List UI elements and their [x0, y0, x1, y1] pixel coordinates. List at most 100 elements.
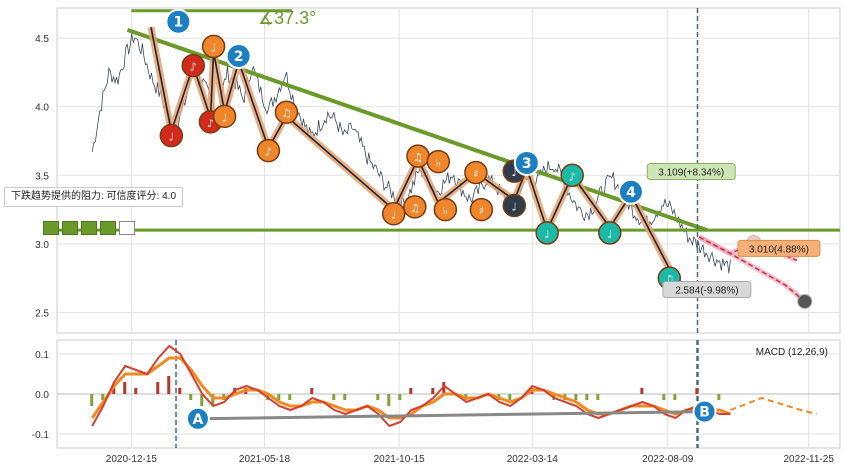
annotation-label: 3.010(4.88%) [749, 244, 809, 255]
note-marker [274, 100, 299, 124]
projection-marker [797, 293, 813, 309]
wave-label-badge [165, 8, 192, 35]
note-symbol: ♪ [569, 170, 576, 183]
x-tick-label: 2022-03-14 [507, 454, 559, 465]
macd-bar [101, 394, 105, 400]
note-symbol: ♩ [222, 111, 227, 124]
wave-label: 4 [626, 185, 636, 201]
resistance-label: 下跌趋势提供的阻力: 可信度评分: 4.0 [11, 191, 177, 202]
note-symbol: ♩ [169, 131, 174, 144]
note-symbol: ♪ [265, 146, 272, 159]
x-tick-label: 2020-12-15 [106, 454, 158, 465]
note-marker [535, 221, 559, 245]
macd-bar [167, 376, 171, 394]
price-panel: 2.5 3.0 3.5 4.0 4.5 ♩ ♪ ♪ ♩ ♩ ♫ ♪ ♫ ♭ ♯ ♩ ♪ ♩ ♩ ♩ ♩ ♫ ♭ ♯ ♫ 1 2 3 4 3… [35, 7, 841, 334]
macd-bar [640, 388, 644, 394]
note-symbol: ♫ [281, 107, 291, 120]
macd-title: MACD (12,26,9) [756, 347, 828, 358]
annotation-box [646, 163, 736, 181]
y-tick-label: 2.5 [35, 308, 49, 319]
x-tick-label: 2021-10-15 [374, 454, 426, 465]
macd-bar [343, 394, 347, 400]
macd-bar [387, 394, 391, 406]
chart-icon[interactable] [100, 221, 116, 235]
macd-bar [200, 394, 204, 406]
projection-line-low [698, 236, 806, 303]
note-marker [256, 138, 281, 163]
wave-label-badge [513, 149, 540, 176]
note-marker [560, 163, 584, 188]
chart-icon[interactable] [62, 221, 78, 235]
note-symbol: ♫ [664, 273, 674, 286]
macd-bar [673, 394, 677, 400]
note-marker [181, 53, 205, 78]
macd-bar [189, 394, 193, 400]
macd-projection [730, 396, 817, 415]
macd-bar [332, 394, 336, 400]
divergence-label: B [699, 405, 710, 421]
wave-label-badge [617, 178, 644, 205]
macd-dif-line [91, 344, 731, 428]
table-icon[interactable] [119, 221, 135, 235]
x-tick-label: 2022-11-25 [783, 454, 834, 465]
macd-bar [508, 394, 512, 400]
divergence-label: A [193, 412, 204, 428]
note-symbol: ♩ [607, 228, 612, 241]
macd-bar [409, 388, 413, 394]
y-tick-label: 4.0 [35, 103, 49, 114]
note-marker [403, 195, 427, 219]
divergence-badge [692, 399, 717, 424]
macd-bar [310, 388, 314, 394]
macd-bar [585, 394, 589, 400]
divergence-badge [185, 406, 210, 431]
macd-bar [596, 394, 600, 400]
divergence-connector [197, 410, 705, 421]
note-marker [502, 193, 527, 218]
note-marker [212, 104, 237, 129]
note-symbol: ♯ [473, 168, 478, 181]
note-marker [433, 197, 458, 222]
macd-bar [90, 394, 94, 406]
macd-panel: 2020-12-15 2021-05-18 2021-10-15 2022-03-14… [32, 339, 841, 465]
wave-label-badge [225, 42, 252, 69]
wave-label: 2 [234, 49, 244, 65]
y-tick-label: 3.0 [35, 240, 49, 251]
annotation-box [737, 239, 821, 257]
y-tick-label: 4.5 [35, 34, 49, 45]
y-tick-label: 0.0 [35, 390, 49, 401]
note-symbol: ♩ [545, 228, 550, 241]
chart-icon[interactable] [81, 221, 97, 235]
note-marker [426, 149, 451, 174]
annotation-box [662, 280, 752, 298]
note-symbol: ♩ [391, 209, 396, 222]
annotation-label: 3.109(+8.34%) [658, 168, 724, 179]
macd-bar [156, 382, 160, 394]
chart-icon[interactable] [43, 221, 59, 235]
x-tick-label: 2022-08-09 [642, 454, 694, 465]
macd-bar [123, 382, 127, 394]
macd-bar [431, 388, 435, 394]
macd-bar [288, 394, 292, 400]
macd-bar [574, 394, 578, 400]
macd-bar [695, 388, 699, 394]
macd-bar [717, 394, 721, 400]
macd-bar [211, 394, 215, 406]
angle-label: ∡37.3° [258, 8, 316, 28]
macd-bar [112, 388, 116, 394]
macd-bar [277, 394, 281, 400]
y-tick-label: 3.5 [35, 171, 49, 182]
note-marker [159, 123, 184, 148]
note-marker [381, 201, 406, 226]
macd-bar [662, 394, 666, 400]
note-symbol: ♫ [410, 202, 420, 215]
macd-bar [398, 394, 402, 400]
note-symbol: ♪ [207, 117, 214, 130]
x-tick-label: 2021-05-18 [239, 454, 291, 465]
note-symbol: ♭ [443, 205, 448, 218]
note-marker [469, 197, 494, 222]
wave-label: 3 [522, 156, 532, 172]
macd-bar [376, 394, 380, 400]
wave-label: 1 [173, 15, 183, 31]
macd-bar [178, 388, 182, 394]
